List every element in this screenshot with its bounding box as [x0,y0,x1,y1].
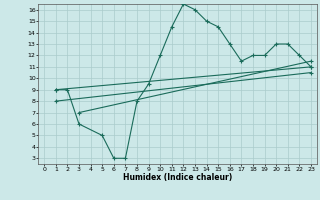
X-axis label: Humidex (Indice chaleur): Humidex (Indice chaleur) [123,173,232,182]
